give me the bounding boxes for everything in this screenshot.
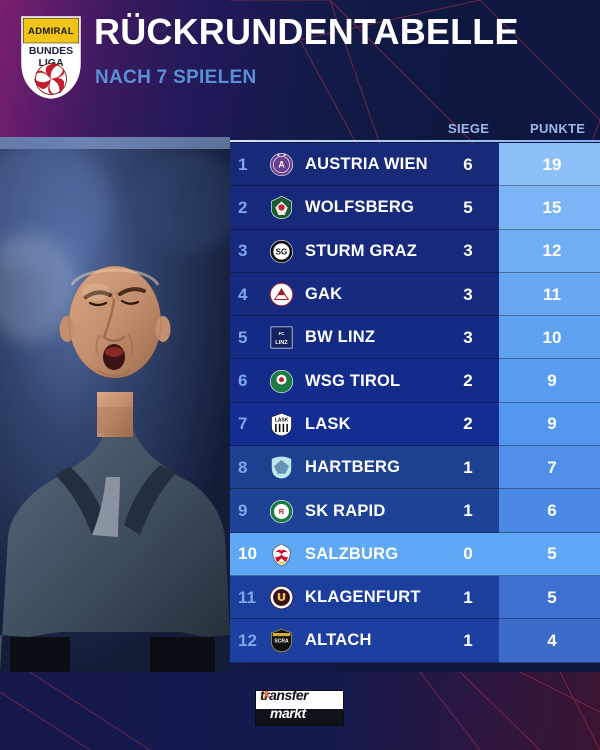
svg-text:LINZ: LINZ [275, 340, 288, 346]
svg-text:FC: FC [279, 331, 286, 336]
svg-text:BUNDES: BUNDES [29, 45, 73, 57]
svg-text:ADMIRAL: ADMIRAL [28, 26, 74, 37]
svg-text:R: R [279, 507, 285, 516]
svg-text:SCRA: SCRA [274, 639, 289, 645]
svg-text:A: A [278, 160, 285, 170]
svg-text:LASK: LASK [275, 417, 289, 423]
svg-text:SG: SG [276, 247, 288, 256]
